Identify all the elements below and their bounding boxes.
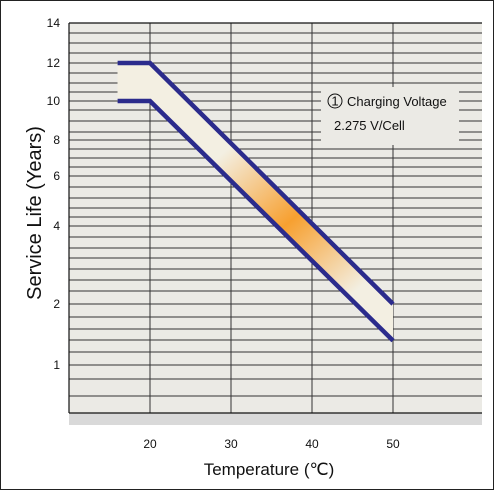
annotation-background (321, 87, 459, 145)
y-tick-label: 12 (47, 56, 61, 70)
x-tick-label: 40 (305, 437, 319, 451)
x-tick-label: 30 (224, 437, 238, 451)
y-tick-label: 14 (47, 16, 61, 30)
x-axis-label: Temperature (℃) (204, 460, 335, 479)
annotation-line-1: Charging Voltage (347, 94, 447, 109)
annotation-marker-circle (327, 93, 343, 109)
x-tick-label: 20 (143, 437, 157, 451)
y-tick-label: 6 (53, 169, 60, 183)
series-lines (117, 60, 395, 343)
y-axis-label: Service Life (Years) (24, 126, 46, 300)
y-tick-label: 2 (53, 297, 60, 311)
y-tick-label: 4 (53, 219, 60, 233)
y-tick-label: 10 (47, 94, 61, 108)
annotation-line-2: 2.275 V/Cell (334, 118, 405, 133)
y-tick-label: 1 (53, 358, 60, 372)
y-tick-label: 8 (53, 133, 60, 147)
x-tick-label: 50 (386, 437, 400, 451)
annotation-box: 1 Charging Voltage 2.275 V/Cell (321, 87, 459, 145)
series-line-upper (117, 60, 395, 306)
annotation-marker: 1 (331, 94, 338, 109)
lower-axis-strip (69, 413, 482, 425)
series-line-lower (117, 98, 395, 343)
